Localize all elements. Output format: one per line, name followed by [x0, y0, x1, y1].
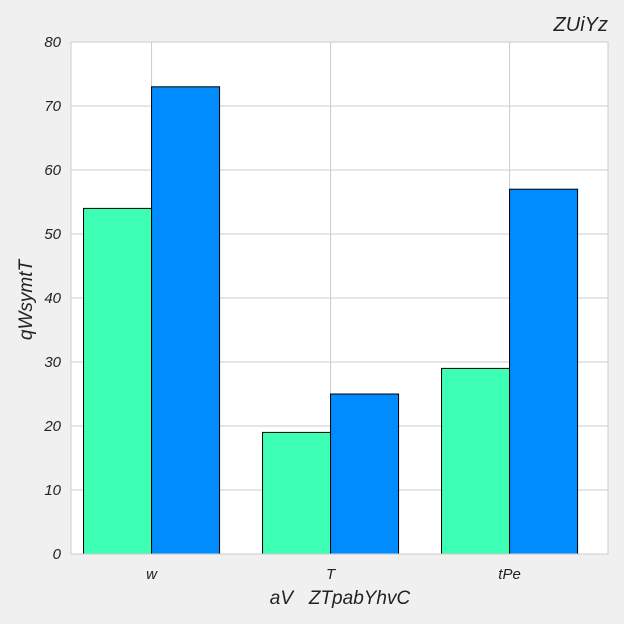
y-tick-label: 70 — [44, 98, 61, 115]
x-tick-label: T — [326, 566, 337, 583]
x-tick-label: w — [146, 566, 158, 583]
bar-series2-tPe — [509, 188, 579, 555]
y-tick-label: 50 — [44, 226, 61, 243]
y-tick-label: 60 — [44, 162, 61, 179]
y-tick-label: 40 — [44, 290, 61, 307]
y-axis-label: qWsymtT — [16, 259, 37, 341]
bar-series2-T — [330, 393, 400, 555]
bar-series2-w — [151, 86, 221, 555]
x-axis-label: aV ZTpabYhvC — [270, 588, 411, 609]
y-tick-labels: 0 10 20 30 40 50 60 70 80 — [43, 34, 61, 563]
y-tick-label: 0 — [53, 546, 62, 563]
bar-series1-T — [262, 431, 332, 555]
bar-series1-w — [83, 207, 153, 555]
x-tick-label: tPe — [498, 566, 521, 583]
bars — [83, 86, 579, 555]
bar-series1-tPe — [441, 367, 511, 555]
y-tick-label: 20 — [43, 418, 61, 435]
y-tick-label: 30 — [44, 354, 61, 371]
y-tick-label: 10 — [44, 482, 61, 499]
chart-title: ZUiYz — [553, 14, 608, 36]
y-tick-label: 80 — [44, 34, 61, 51]
plot-frame — [70, 41, 609, 555]
